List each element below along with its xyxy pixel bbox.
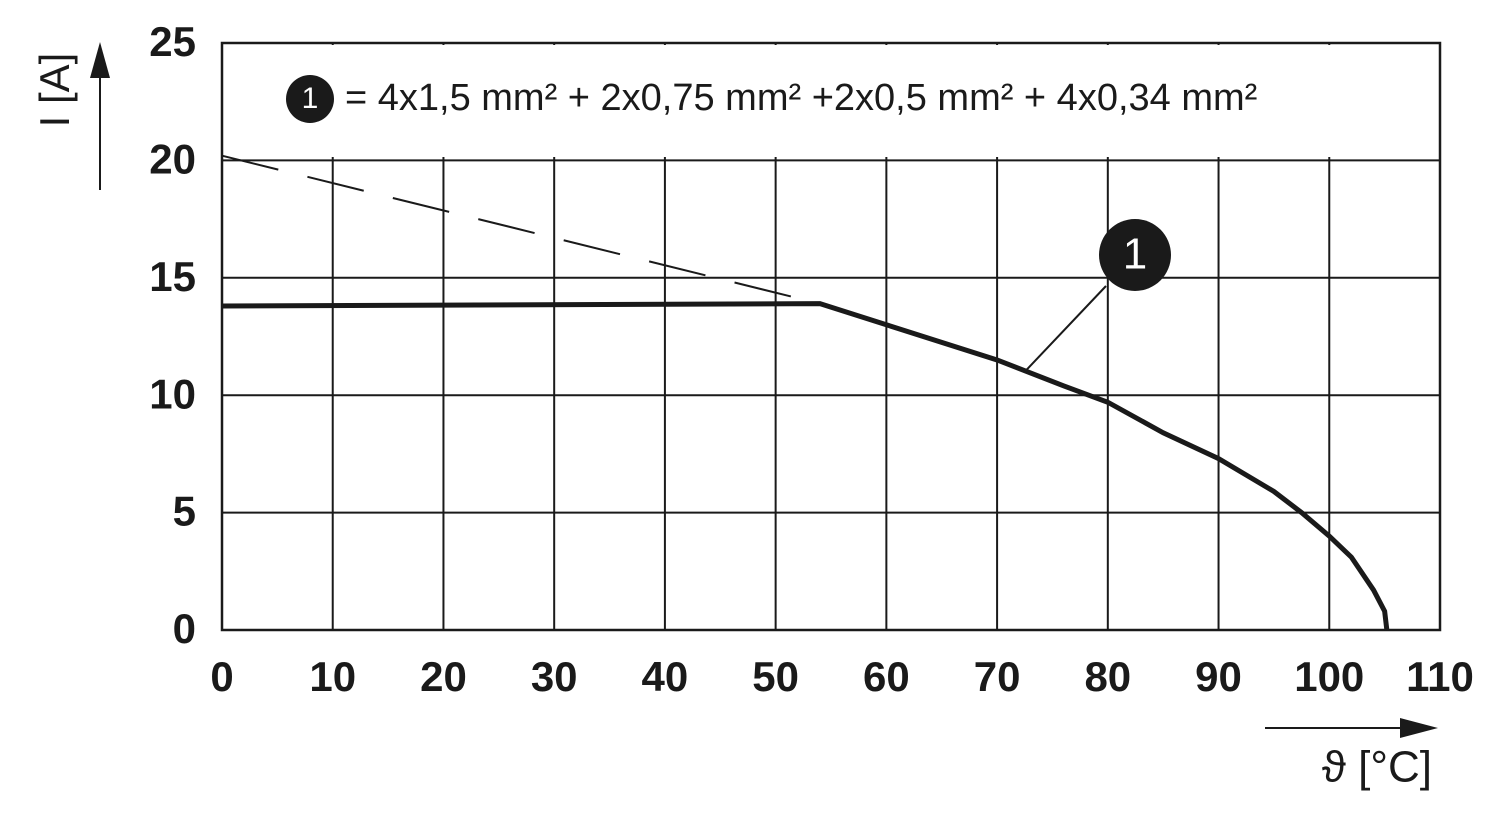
legend-background: [224, 45, 1438, 157]
y-tick-label: 5: [173, 488, 196, 535]
x-tick-label: 40: [642, 653, 689, 700]
x-tick-label: 0: [210, 653, 233, 700]
x-tick-label: 50: [752, 653, 799, 700]
x-tick-label: 30: [531, 653, 578, 700]
y-axis-label: I [A]: [31, 53, 78, 128]
leader-line: [1024, 285, 1107, 373]
plot-border: [220, 41, 1442, 632]
y-tick-label: 15: [149, 253, 196, 300]
y-tick-label: 25: [149, 18, 196, 65]
derating-curve: [221, 301, 1390, 631]
legend-text: = 4x1,5 mm² + 2x0,75 mm² +2x0,5 mm² + 4x…: [345, 77, 1257, 119]
x-tick-label: 90: [1195, 653, 1242, 700]
x-axis-label: ϑ [°C]: [1322, 743, 1432, 792]
dashed-curve: [221, 154, 821, 305]
x-tick-label: 10: [309, 653, 356, 700]
curve-marker: [1099, 219, 1171, 291]
y-axis-arrowhead: [90, 42, 110, 78]
y-tick-label: 10: [149, 370, 196, 417]
x-tick-label: 110: [1406, 653, 1474, 700]
x-tick-label: 100: [1294, 653, 1364, 700]
x-tick-label: 20: [420, 653, 467, 700]
curve-marker-label: 1: [1123, 230, 1147, 279]
legend-key: 1: [302, 82, 319, 115]
y-tick-label: 20: [149, 135, 196, 182]
x-tick-label: 60: [863, 653, 910, 700]
y-tick-label: 0: [173, 605, 196, 652]
x-axis-arrowhead: [1400, 718, 1438, 738]
legend-marker: [286, 75, 334, 123]
x-tick-label: 80: [1084, 653, 1131, 700]
x-tick-label: 70: [974, 653, 1021, 700]
